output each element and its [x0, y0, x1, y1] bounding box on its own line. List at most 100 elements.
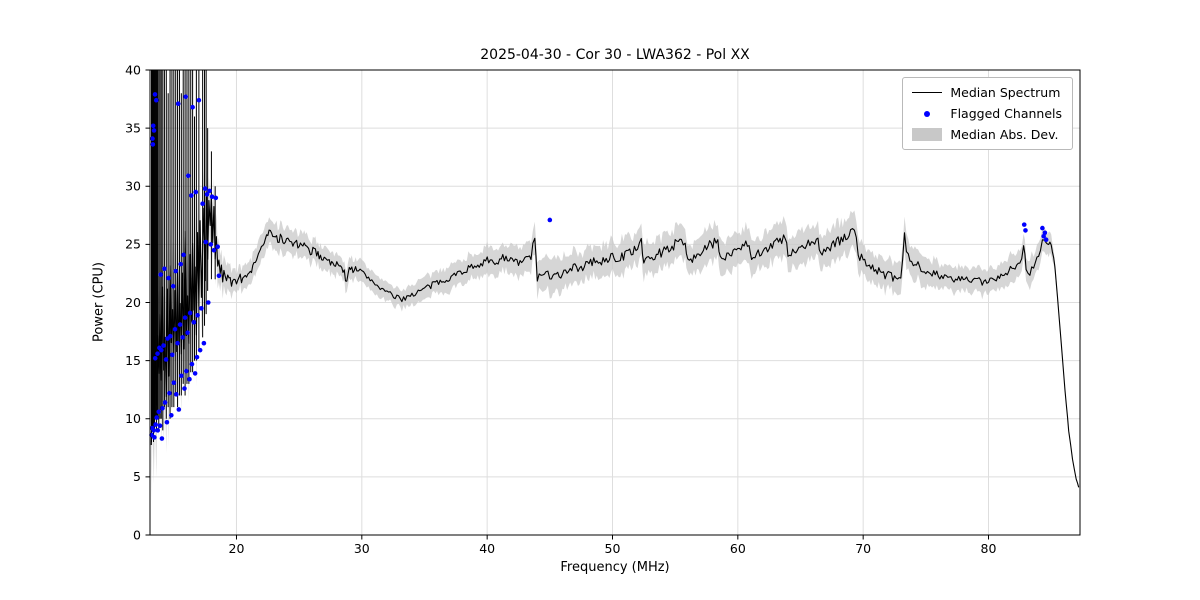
legend: Median Spectrum Flagged Channels Median …: [902, 77, 1073, 150]
flagged-channel-dot: [150, 136, 155, 141]
flagged-channel-dot: [195, 312, 200, 318]
chart-title: 2025-04-30 - Cor 30 - LWA362 - Pol XX: [480, 47, 750, 63]
flagged-channel-dot: [187, 376, 192, 382]
flagged-channel-dot: [189, 193, 194, 198]
flagged-channel-dot: [171, 380, 177, 386]
flagged-channel-dot: [202, 186, 208, 191]
median-spectrum-line: [150, 192, 1080, 488]
flagged-channel-dot: [1041, 233, 1046, 239]
flagged-channel-dot: [208, 242, 214, 247]
flagged-channel-dot: [197, 347, 203, 353]
flagged-channel-dot: [215, 244, 220, 249]
y-tick-label: 15: [125, 353, 141, 368]
flagged-channel-dot: [151, 428, 157, 433]
flagged-channel-dot: [170, 283, 176, 289]
flagged-channel-dot: [158, 272, 163, 277]
flagged-channel-dot: [547, 217, 553, 223]
flagged-channel-dot: [199, 306, 204, 311]
legend-item-median-spectrum: Median Spectrum: [912, 85, 1062, 100]
flagged-channel-dot: [196, 97, 202, 103]
flagged-channel-dot: [161, 343, 166, 348]
flagged-channel-dot: [156, 409, 162, 415]
flagged-channel-dot: [190, 104, 195, 110]
flagged-channel-dot: [174, 392, 179, 397]
x-tick-label: 30: [354, 541, 370, 556]
flagged-channel-dot: [182, 315, 188, 320]
flagged-channel-dot: [150, 142, 156, 147]
flagged-channel-dot: [150, 123, 156, 129]
legend-item-median-abs-dev: Median Abs. Dev.: [912, 127, 1062, 142]
flagged-channel-dot: [187, 310, 193, 316]
flagged-channel-dot: [155, 428, 161, 433]
legend-label-flagged-channels: Flagged Channels: [950, 106, 1062, 121]
flagged-channel-dot: [170, 352, 175, 358]
flagged-channel-dot: [194, 354, 200, 360]
mad-band: [151, 161, 1079, 503]
flagged-channel-dot: [168, 333, 173, 339]
x-tick-label: 60: [730, 541, 746, 556]
flagged-channel-dot: [203, 239, 209, 245]
y-tick-label: 20: [125, 295, 141, 310]
flagged-channel-dot: [183, 94, 189, 100]
legend-item-flagged-channels: Flagged Channels: [912, 106, 1062, 121]
flagged-channel-dot: [207, 188, 212, 194]
x-tick-label: 70: [855, 541, 871, 556]
x-tick-label: 50: [605, 541, 621, 556]
flagged-channel-dot: [179, 373, 184, 379]
flagged-channel-dot: [164, 419, 170, 425]
x-tick-label: 20: [229, 541, 245, 556]
flagged-channel-dot: [163, 357, 169, 362]
flagged-channel-dot: [162, 400, 168, 405]
y-tick-label: 40: [125, 62, 141, 77]
flagged-channel-dot: [154, 415, 159, 420]
flagged-channel-dot: [191, 319, 197, 325]
flagged-channel-dot: [216, 273, 222, 279]
x-axis-label: Frequency (MHz): [560, 560, 670, 575]
flagged-channel-dot: [176, 407, 182, 412]
flagged-channel-dot: [1042, 230, 1048, 236]
flagged-channel-dot: [205, 300, 211, 305]
flagged-channel-dot: [181, 252, 186, 258]
flagged-channel-dot: [167, 390, 172, 396]
mad-band-swatch: [912, 128, 943, 141]
flagged-channel-dot: [182, 386, 187, 391]
flagged-channel-dot: [193, 189, 199, 195]
flagged-channel-dot: [158, 347, 164, 353]
flagged-channel-dot: [152, 92, 158, 97]
flagged-channel-dot: [175, 340, 180, 346]
flagged-channel-dot: [160, 405, 165, 411]
flagged-channel-dot: [1023, 228, 1028, 233]
legend-label-median-spectrum: Median Spectrum: [950, 85, 1061, 100]
flagged-channel-dot: [1040, 225, 1045, 231]
flagged-channel-dot: [1043, 237, 1049, 243]
flagged-channel-dot: [178, 261, 184, 267]
flagged-channel-dot: [157, 423, 163, 429]
flagged-channel-dot: [189, 361, 195, 367]
flagged-channel-dot: [180, 335, 185, 340]
flagged-channel-dot: [172, 326, 178, 332]
flagged-channel-dot: [166, 275, 171, 281]
flagged-channel-dot: [155, 351, 160, 356]
median-line-swatch: [912, 92, 943, 93]
flagged-channel-dot: [153, 97, 159, 103]
flagged-channel-dot: [204, 192, 210, 197]
flagged-channel-dot: [177, 322, 183, 327]
flagged-channel-dot: [1021, 222, 1027, 227]
flagged-channel-dot: [185, 330, 190, 336]
flagged-channel-dot: [173, 268, 178, 274]
legend-label-median-abs-dev: Median Abs. Dev.: [950, 127, 1059, 142]
flagged-channel-dot: [175, 101, 181, 107]
flagged-dot-swatch: [912, 110, 942, 117]
flagged-channel-dot: [153, 422, 158, 427]
flagged-channel-dot: [151, 128, 157, 133]
y-tick-label: 10: [125, 411, 141, 426]
y-tick-label: 5: [133, 469, 141, 484]
y-tick-label: 35: [125, 120, 141, 135]
y-tick-label: 0: [133, 527, 141, 542]
y-tick-label: 30: [125, 179, 141, 194]
flagged-channel-dot: [209, 194, 215, 200]
flagged-channel-dot: [152, 435, 157, 440]
flagged-channel-dot: [192, 371, 198, 376]
